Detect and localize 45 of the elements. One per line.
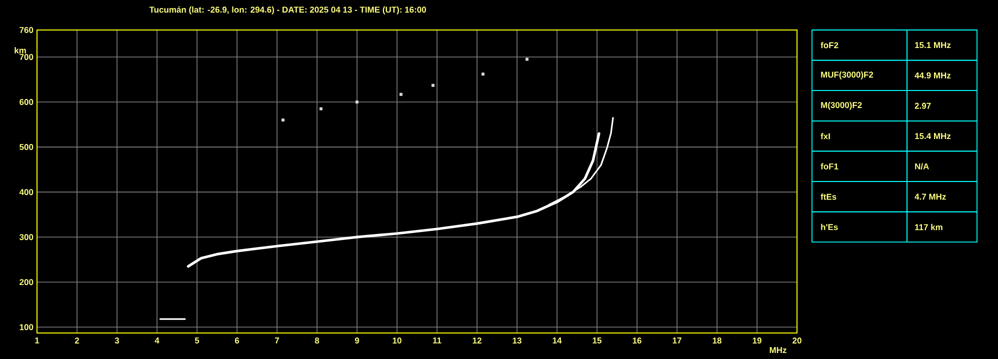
category-label: h'Es bbox=[821, 224, 838, 230]
x-tick-label: 17 bbox=[672, 338, 682, 344]
category-label: MUF(3000)F2 bbox=[821, 71, 874, 80]
chart-title: Tucumán (lat: -26.9, lon: 294.6) - DATE: 2025 04 13 - TIME (UT): 16:00 bbox=[149, 6, 426, 14]
x-tick-label: 20 bbox=[792, 338, 802, 344]
x-tick-label: 2 bbox=[74, 338, 80, 344]
text: 15.4 MHz bbox=[915, 133, 951, 140]
y-tick-label: 760 bbox=[20, 26, 34, 33]
text: N/A bbox=[915, 163, 929, 170]
y-tick-label: 200 bbox=[20, 279, 34, 286]
category-label: ftEs bbox=[820, 194, 836, 200]
x-tick-label: 16 bbox=[632, 338, 642, 344]
x-tick-label: 19 bbox=[752, 338, 762, 344]
category-label: M(3000)F2 bbox=[821, 102, 862, 110]
text: 15.1 MHz bbox=[915, 42, 951, 48]
x-tick-label: 4 bbox=[154, 338, 160, 344]
x-tick-label: 15 bbox=[592, 338, 602, 344]
x-tick-label: 18 bbox=[712, 338, 722, 344]
x-tick-label: 9 bbox=[354, 338, 360, 344]
x-tick-label: 8 bbox=[314, 338, 320, 344]
x-tick-label: 13 bbox=[512, 338, 522, 344]
y-tick-label: 300 bbox=[19, 234, 34, 240]
y-tick-label: 100 bbox=[20, 324, 34, 330]
x-tick-label: 1 bbox=[35, 338, 40, 344]
text: 117 km bbox=[915, 224, 942, 230]
x-tick-label: 12 bbox=[472, 338, 482, 344]
y-tick-label: 500 bbox=[20, 144, 34, 150]
x-tick-label: 11 bbox=[433, 338, 442, 344]
x-tick-label: 5 bbox=[194, 338, 200, 344]
text: 44.9 MHz bbox=[914, 72, 951, 78]
x-axis-title: MHz bbox=[770, 347, 786, 353]
y-axis-title: km bbox=[14, 47, 26, 54]
category-label: foF2 bbox=[820, 42, 838, 48]
x-tick-label: 10 bbox=[392, 338, 402, 344]
category-label: fxI bbox=[820, 133, 830, 140]
x-tick-label: 7 bbox=[275, 338, 279, 344]
text: 2.97 bbox=[914, 102, 931, 109]
text: 4.7 MHz bbox=[914, 194, 946, 200]
x-tick-label: 6 bbox=[234, 338, 240, 344]
y-tick-label: 600 bbox=[20, 99, 34, 106]
x-tick-label: 3 bbox=[114, 338, 120, 344]
x-tick-label: 14 bbox=[552, 338, 562, 344]
y-tick-label: 700 bbox=[20, 54, 34, 60]
category-label: foF1 bbox=[820, 163, 838, 170]
y-tick-label: 400 bbox=[19, 189, 34, 196]
